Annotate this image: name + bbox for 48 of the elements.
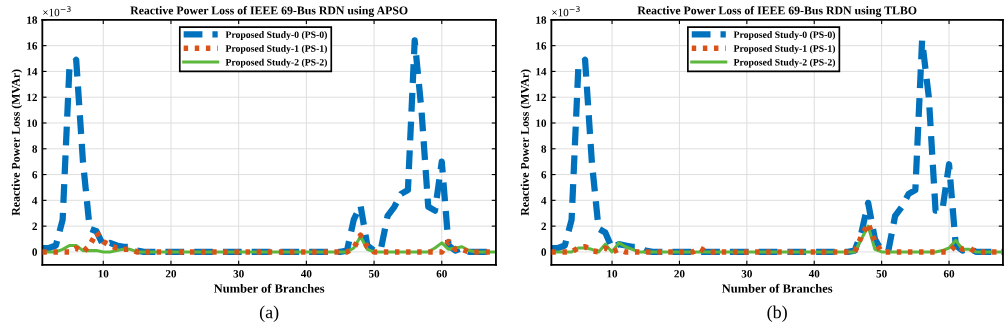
x-tick-label: 60 [943, 269, 955, 278]
y-tick-label: 0 [541, 248, 547, 256]
legend-label: Proposed Study-0 (PS-0) [733, 31, 836, 40]
y-tick-label: 2 [32, 222, 37, 230]
y-tick-label: 16 [27, 42, 38, 50]
y-tick-label: 14 [27, 67, 38, 76]
y-axis-title: Reactive Power Loss (MVAr) [520, 69, 532, 216]
y-tick-label: 14 [536, 67, 547, 76]
text: (a) [259, 305, 279, 322]
x-tick-label: 60 [436, 269, 447, 278]
text: (b) [767, 305, 787, 322]
y-tick-label: 8 [541, 145, 547, 153]
legend-label: Proposed Study-2 (PS-2) [225, 58, 327, 68]
text: ×10$^{−3}$ [552, 6, 580, 17]
x-tick-label: 30 [741, 269, 752, 278]
chart-title: Reactive Power Loss of IEEE 69-Bus RDN using APSO [130, 5, 408, 17]
text: ×10$^{−3}$ [43, 6, 71, 17]
y-tick-label: 10 [536, 119, 547, 127]
y-tick-label: 12 [27, 93, 37, 102]
y-tick-label: 18 [536, 16, 547, 24]
x-tick-label: 20 [674, 269, 685, 278]
x-tick-label: 50 [368, 269, 380, 278]
y-tick-label: 0 [32, 248, 38, 256]
x-tick-label: 40 [808, 269, 820, 278]
x-tick-label: 40 [300, 269, 312, 278]
y-axis-title: Reactive Power Loss (MVAr) [11, 69, 23, 216]
legend-label: Proposed Study-0 (PS-0) [225, 31, 327, 40]
legend-label: Proposed Study-2 (PS-2) [733, 58, 836, 68]
y-tick-label: 4 [541, 196, 547, 205]
legend-label: Proposed Study-1 (PS-1) [225, 44, 327, 54]
x-tick-label: 30 [233, 269, 244, 278]
x-tick-label: 10 [98, 269, 109, 278]
x-tick-label: 50 [876, 269, 887, 278]
y-tick-label: 16 [536, 42, 547, 50]
x-axis-title: Number of Branches [721, 283, 833, 293]
x-tick-label: 20 [165, 269, 177, 278]
y-tick-label: 6 [32, 171, 38, 179]
y-tick-label: 10 [27, 119, 38, 127]
x-tick-label: 10 [607, 269, 618, 278]
y-tick-label: 18 [27, 16, 38, 24]
x-axis-title: Number of Branches [213, 283, 325, 293]
y-tick-label: 8 [32, 145, 38, 153]
chart-title: Reactive Power Loss of IEEE 69-Bus RDN using TLBO [637, 5, 917, 17]
legend-label: Proposed Study-1 (PS-1) [733, 44, 836, 54]
y-tick-label: 12 [536, 93, 547, 102]
y-tick-label: 4 [32, 196, 38, 205]
y-tick-label: 2 [541, 222, 547, 230]
y-tick-label: 6 [541, 171, 547, 179]
